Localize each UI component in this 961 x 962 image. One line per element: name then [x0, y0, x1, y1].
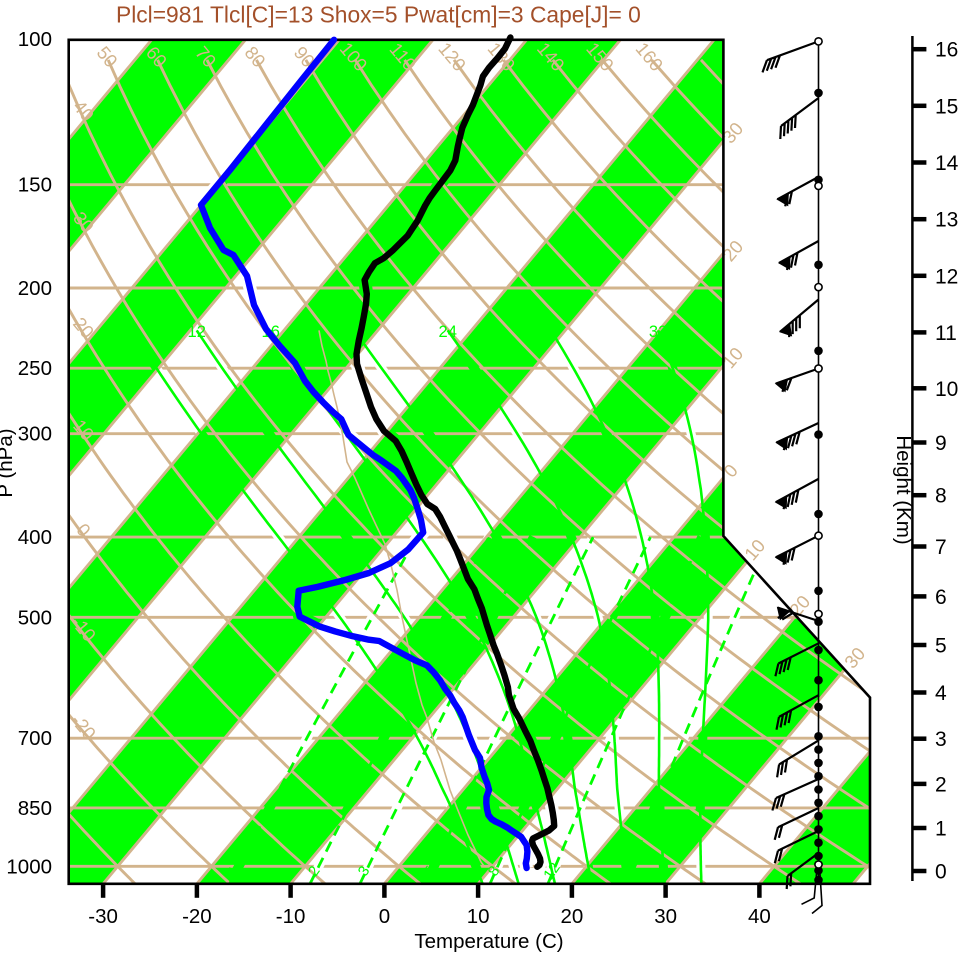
svg-text:4: 4	[935, 682, 947, 705]
svg-text:5: 5	[935, 635, 947, 658]
svg-text:0: 0	[379, 905, 390, 928]
svg-text:14: 14	[935, 152, 959, 175]
svg-text:-20: -20	[182, 905, 212, 928]
svg-text:8: 8	[935, 485, 947, 508]
svg-text:300: 300	[18, 423, 52, 446]
svg-text:1000: 1000	[6, 855, 52, 878]
svg-text:15: 15	[935, 95, 958, 118]
svg-text:850: 850	[18, 797, 52, 820]
svg-text:20: 20	[560, 905, 583, 928]
svg-text:200: 200	[18, 277, 52, 300]
svg-text:250: 250	[18, 357, 52, 380]
svg-text:6: 6	[935, 586, 947, 609]
svg-text:28: 28	[542, 323, 560, 341]
svg-text:12: 12	[540, 860, 563, 883]
svg-text:11: 11	[935, 322, 957, 345]
svg-text:40: 40	[748, 905, 771, 928]
svg-text:2: 2	[935, 773, 947, 796]
svg-text:Plcl=981 Tlcl[C]=13 Shox=5 Pwa: Plcl=981 Tlcl[C]=13 Shox=5 Pwat[cm]=3 Ca…	[116, 2, 641, 28]
svg-text:500: 500	[18, 606, 52, 629]
svg-text:12: 12	[188, 323, 206, 341]
svg-text:20: 20	[617, 860, 640, 883]
svg-text:12: 12	[935, 265, 958, 288]
svg-text:-10: -10	[276, 905, 306, 928]
svg-text:7: 7	[935, 536, 947, 559]
svg-text:13: 13	[935, 209, 958, 232]
svg-text:Temperature (C): Temperature (C)	[414, 930, 563, 953]
svg-text:30: 30	[654, 905, 677, 928]
svg-text:0: 0	[935, 861, 947, 884]
svg-text:10: 10	[935, 378, 958, 401]
svg-text:16: 16	[935, 39, 958, 62]
svg-text:700: 700	[18, 727, 52, 750]
svg-text:32: 32	[649, 323, 667, 341]
svg-text:8: 8	[128, 323, 137, 341]
svg-text:-30: -30	[88, 905, 118, 928]
svg-text:24: 24	[439, 323, 457, 341]
svg-text:100: 100	[18, 28, 52, 51]
svg-text:9: 9	[935, 432, 947, 455]
svg-text:3: 3	[935, 728, 947, 751]
svg-text:Height (Km): Height (Km)	[892, 435, 915, 544]
svg-text:150: 150	[18, 174, 52, 197]
svg-text:P (hPa): P (hPa)	[0, 428, 17, 497]
svg-text:1: 1	[935, 818, 947, 841]
svg-text:10: 10	[467, 905, 490, 928]
svg-text:400: 400	[18, 526, 52, 549]
